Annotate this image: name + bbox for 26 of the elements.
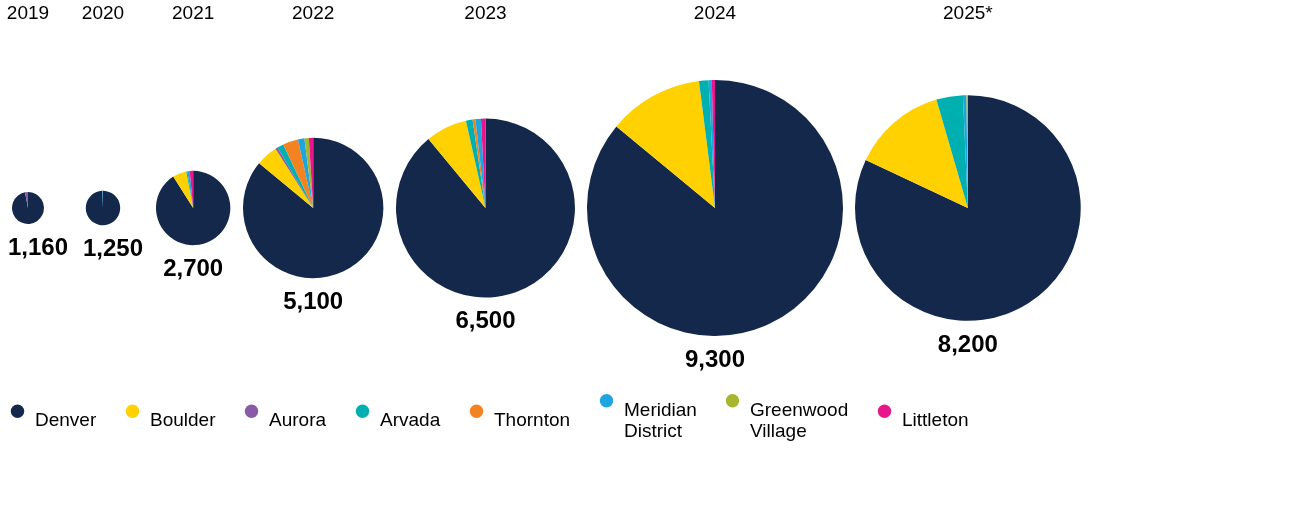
text: 5,100	[283, 287, 344, 315]
legend-label: Thornton	[494, 409, 571, 431]
legend-label: Boulder	[150, 409, 217, 431]
chart-title: 2019	[6, 2, 50, 23]
text: 2,700	[163, 254, 224, 282]
text: 9,300	[684, 345, 746, 372]
chart-title: 2020	[81, 2, 125, 23]
chart-title: 2022	[292, 2, 335, 23]
legend-label: Meridian District	[624, 398, 697, 441]
chart-title: 2024	[693, 2, 737, 23]
chart-title: 2025*	[943, 2, 994, 23]
text: 1,250	[82, 234, 144, 262]
pie-slice	[297, 138, 314, 208]
text: 1,160	[7, 232, 69, 260]
pie-slice	[283, 139, 314, 208]
legend-label: Denver	[35, 409, 97, 431]
chart-title: 2023	[464, 2, 507, 23]
pie-slice	[243, 137, 384, 279]
legend-label: Arvada	[380, 409, 441, 431]
text: 6,500	[455, 306, 516, 334]
text: 8,200	[937, 329, 998, 357]
legend-label: Greenwood Village	[750, 398, 849, 441]
legend-label: Aurora	[269, 409, 327, 431]
legend-label: Littleton	[902, 409, 969, 431]
pie-slice	[259, 148, 314, 208]
chart-title: 2021	[172, 2, 215, 23]
